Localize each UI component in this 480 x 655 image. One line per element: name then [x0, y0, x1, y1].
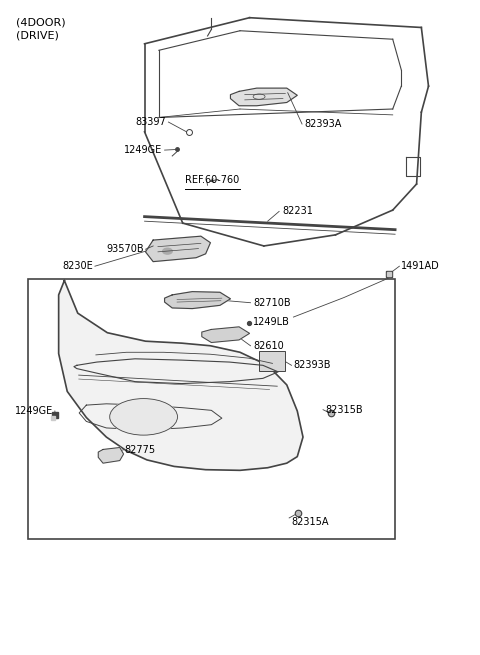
Text: 82393A: 82393A — [304, 119, 342, 129]
Text: (4DOOR): (4DOOR) — [16, 18, 65, 28]
FancyBboxPatch shape — [259, 351, 285, 371]
Text: REF.60-760: REF.60-760 — [185, 175, 240, 185]
Text: 1249GE: 1249GE — [124, 145, 163, 155]
Text: 82393B: 82393B — [293, 360, 331, 370]
Text: 82231: 82231 — [282, 206, 313, 216]
Text: 83397: 83397 — [135, 117, 166, 127]
Polygon shape — [98, 447, 123, 463]
Text: 1491AD: 1491AD — [401, 261, 440, 271]
Polygon shape — [202, 327, 250, 343]
Ellipse shape — [110, 399, 178, 435]
Polygon shape — [230, 88, 297, 105]
Text: 1249LB: 1249LB — [253, 317, 290, 328]
Text: (DRIVE): (DRIVE) — [16, 31, 59, 41]
Polygon shape — [165, 291, 230, 309]
Ellipse shape — [163, 248, 172, 254]
Text: 82775: 82775 — [124, 445, 156, 455]
Text: 82710B: 82710B — [253, 298, 291, 308]
Text: 1249GE: 1249GE — [15, 406, 53, 416]
Text: 82315A: 82315A — [291, 517, 329, 527]
Text: 8230E: 8230E — [62, 261, 93, 271]
Polygon shape — [59, 280, 303, 470]
Text: 82610: 82610 — [253, 341, 284, 351]
Text: 93570B: 93570B — [106, 244, 144, 254]
Polygon shape — [145, 236, 210, 261]
FancyBboxPatch shape — [28, 278, 395, 540]
Text: 82315B: 82315B — [325, 405, 362, 415]
